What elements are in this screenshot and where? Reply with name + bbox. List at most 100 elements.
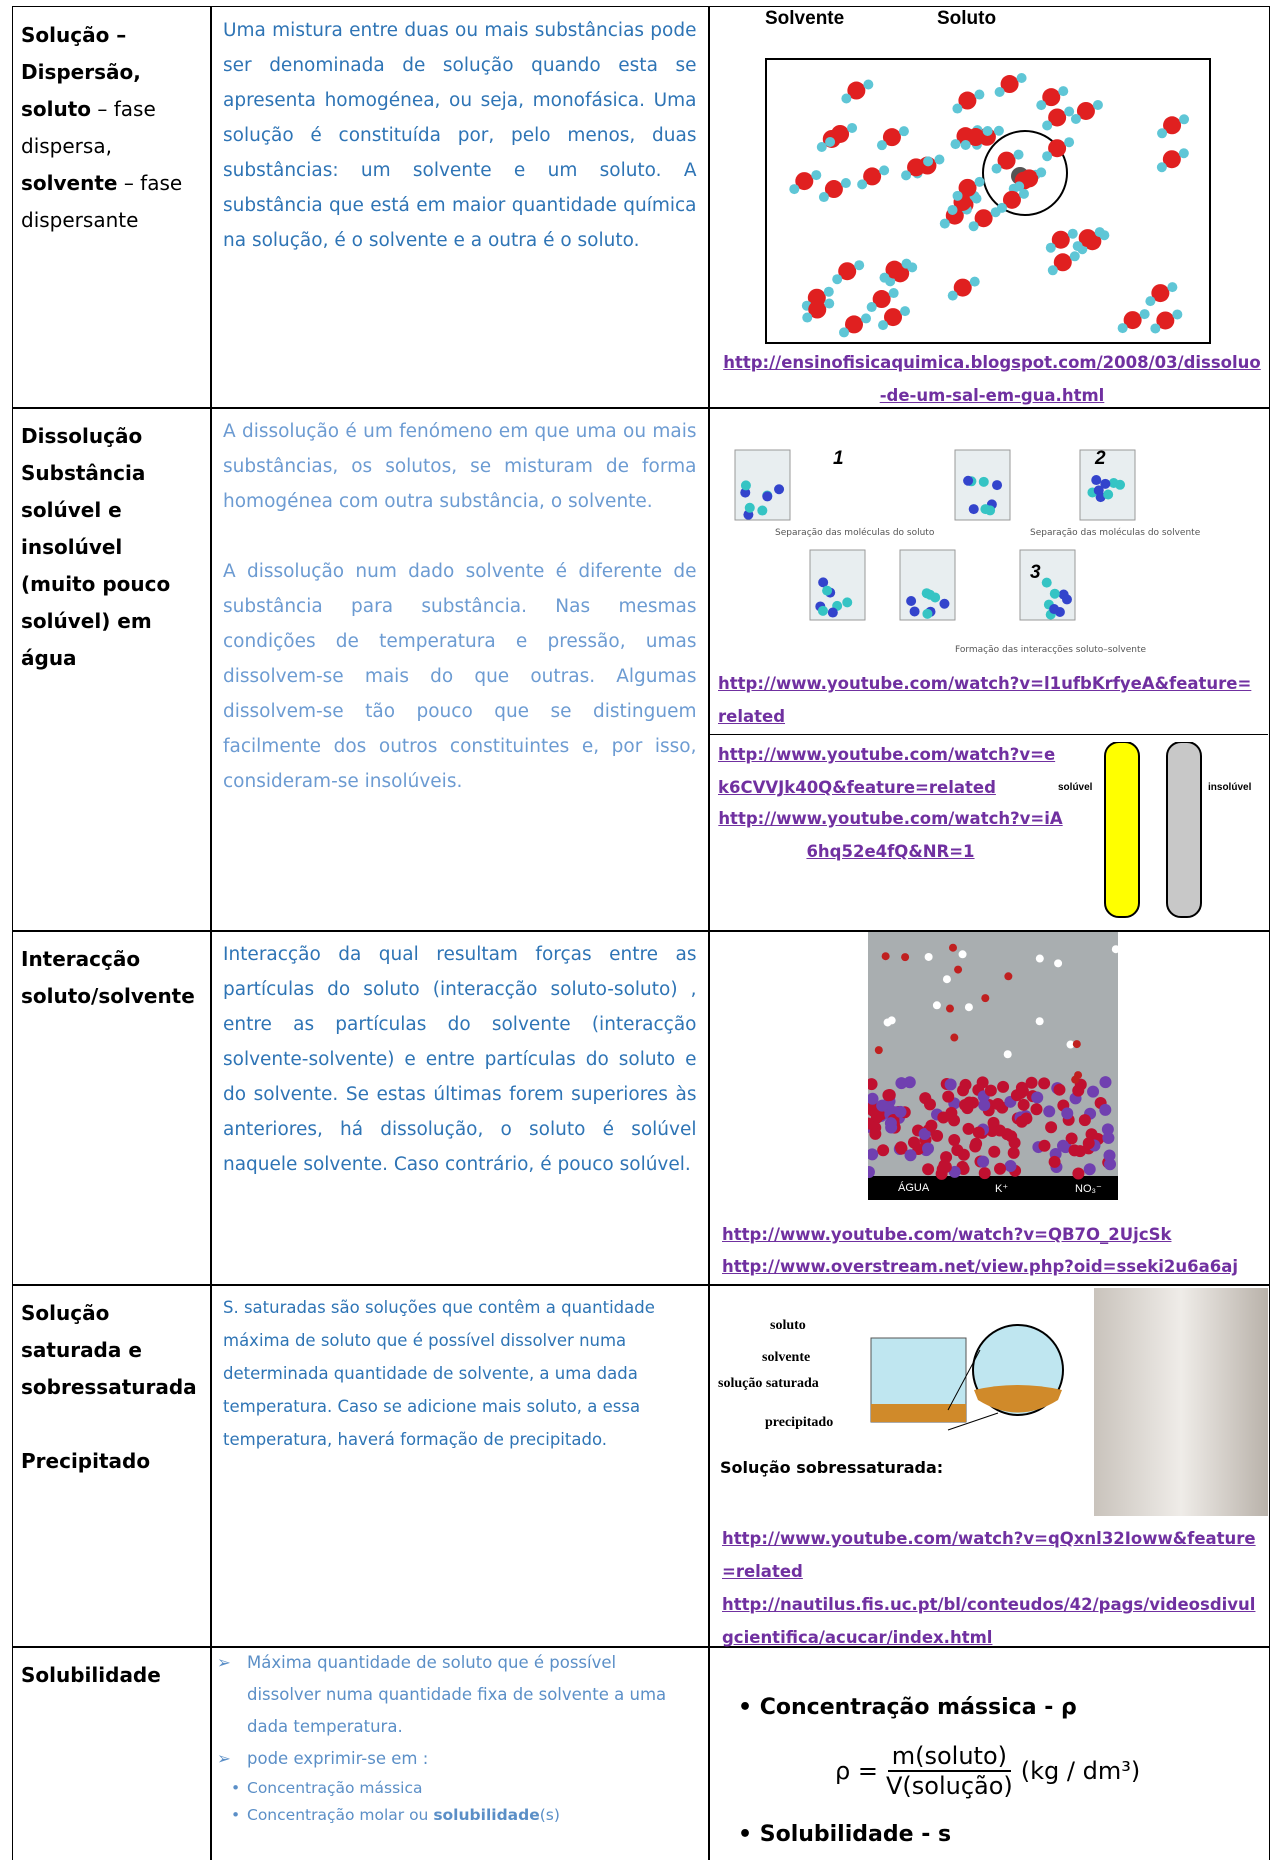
particle [1076,101,1095,120]
particle [901,258,912,269]
particle [947,290,958,301]
particle [991,1097,1004,1110]
particle [958,91,977,110]
formula-unit: (kg / dm³) [1020,1757,1141,1785]
particle [1018,188,1029,199]
particle [1156,162,1167,173]
particle [948,1134,961,1147]
particle [822,585,833,596]
particle [958,950,967,959]
link[interactable]: http://www.overstream.net/view.php?oid=s… [722,1257,1239,1276]
particle [930,592,941,603]
particle [832,274,843,285]
particle [991,163,1002,174]
particle [1051,230,1070,249]
list-text: (s) [539,1806,560,1824]
particle [757,505,768,516]
particle [1007,1146,1020,1159]
particle [939,218,950,229]
particle [1035,954,1044,963]
particle [1002,190,1021,209]
particle [953,278,972,297]
figure [870,1324,1064,1431]
particle [974,209,993,228]
particle [1178,148,1189,159]
particle [866,302,877,313]
figure-label: 3 [1030,562,1041,583]
figure-caption: Formação das interacções soluto–solvente [955,645,1147,655]
particle [1053,253,1072,272]
particle [922,1142,935,1155]
list-text: solubilidade [433,1806,540,1824]
particle [1078,1114,1091,1127]
link[interactable]: http://www.youtube.com/watch?v=qQxnl32Io… [722,1529,1256,1581]
particle [1035,1017,1044,1026]
particle [847,122,858,133]
particle [1064,137,1075,148]
particle [996,202,1007,213]
particle [948,943,957,952]
figure [765,58,1211,344]
figure-label: solução saturada [718,1376,819,1391]
particle [878,320,889,331]
link[interactable]: http://www.youtube.com/watch?v=ek6CVVJk4… [718,745,1056,797]
particle [1072,1084,1085,1097]
link[interactable]: http://www.youtube.com/watch?v=iA6hq52e4… [718,809,1063,861]
particle [789,184,800,195]
particle [1103,1149,1116,1162]
particle [1014,181,1025,192]
particle [1013,149,1024,160]
link[interactable]: http://www.youtube.com/watch?v=QB7O_2Ujc… [722,1225,1172,1244]
particle [969,1140,982,1153]
figure-label: 2 [1095,448,1106,469]
link[interactable]: http://ensinofisicaquimica.blogspot.com/… [723,353,1261,405]
particle [923,156,934,167]
fraction: m(soluto) V(solução) [886,1742,1013,1800]
particle [981,994,990,1003]
term-cell: Solução – Dispersão, soluto – fase dispe… [12,6,212,409]
term-text: – fase dispersa, [21,97,156,158]
particle [1042,88,1061,107]
particle [952,103,963,114]
particle [885,260,904,279]
particle [922,608,933,619]
particle [944,1078,957,1091]
figure-label: Solvente [765,8,845,29]
paragraph: Uma mistura entre duas ou mais substânci… [223,20,697,251]
particle [1048,139,1067,158]
particle [931,1129,944,1142]
particle [1082,1137,1095,1150]
particle [885,1121,898,1134]
particle [901,170,912,181]
particle [1053,1083,1066,1096]
particle [947,204,958,215]
numerator: m(soluto) [887,1742,1012,1772]
description-cell: Interacção da qual resultam forças entre… [210,930,710,1286]
list-item: Concentração molar ou solubilidade(s) [211,1802,689,1829]
particle [1156,311,1175,330]
particle [1036,100,1047,111]
particle [986,1124,999,1137]
particle [1179,114,1190,125]
particle [1074,1145,1087,1158]
particle [1145,296,1156,307]
particle [1038,1139,1051,1152]
formula-heading: • Concentração mássica - ρ [738,1695,1077,1720]
particle [1004,972,1013,981]
list-item: Concentração mássica [211,1775,689,1802]
figure-label: K⁺ [995,1183,1009,1195]
particle [1099,1103,1112,1116]
figure [734,449,1136,621]
link[interactable]: http://www.youtube.com/watch?v=l1ufbKrfy… [718,674,1252,726]
link[interactable]: http://nautilus.fis.uc.pt/bl/conteudos/4… [722,1595,1256,1647]
particle [925,1119,938,1132]
figure-label: precipitado [765,1415,834,1430]
list-item: Máxima quantidade de soluto que é possív… [211,1647,689,1743]
particle [877,1144,890,1157]
particle [1066,1040,1075,1049]
figure-label: solvente [762,1350,811,1365]
particle [988,1145,1001,1158]
particle [811,170,822,181]
particle [879,165,890,176]
particle [904,1149,917,1162]
